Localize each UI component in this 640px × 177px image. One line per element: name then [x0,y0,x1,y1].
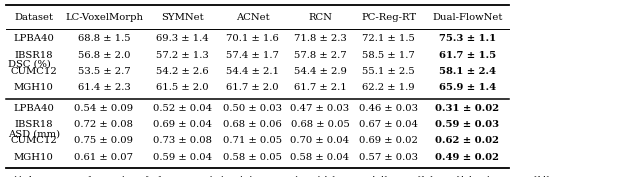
Text: RCN: RCN [308,13,332,22]
Text: 0.75 ± 0.09: 0.75 ± 0.09 [74,136,134,145]
Text: 0.31 ± 0.02: 0.31 ± 0.02 [435,104,499,113]
Text: 56.8 ± 2.0: 56.8 ± 2.0 [77,51,131,59]
Text: 54.2 ± 2.6: 54.2 ± 2.6 [156,67,209,76]
Text: 61.5 ± 2.0: 61.5 ± 2.0 [156,83,209,92]
Text: 61.4 ± 2.3: 61.4 ± 2.3 [77,83,131,92]
Text: 55.1 ± 2.5: 55.1 ± 2.5 [362,67,415,76]
Text: 0.58 ± 0.05: 0.58 ± 0.05 [223,153,282,162]
Text: MGH10: MGH10 [13,83,54,92]
Text: 0.68 ± 0.05: 0.68 ± 0.05 [291,120,349,129]
Text: 0.57 ± 0.03: 0.57 ± 0.03 [359,153,419,162]
Text: 65.9 ± 1.4: 65.9 ± 1.4 [438,83,496,92]
Text: 70.1 ± 1.6: 70.1 ± 1.6 [227,34,279,43]
Text: 71.8 ± 2.3: 71.8 ± 2.3 [294,34,346,43]
Text: 0.59 ± 0.03: 0.59 ± 0.03 [435,120,499,129]
Text: 54.4 ± 2.9: 54.4 ± 2.9 [294,67,346,76]
Text: 68.8 ± 1.5: 68.8 ± 1.5 [77,34,131,43]
Text: 0.49 ± 0.02: 0.49 ± 0.02 [435,153,499,162]
Text: 0.50 ± 0.03: 0.50 ± 0.03 [223,104,282,113]
Text: 57.8 ± 2.7: 57.8 ± 2.7 [294,51,346,59]
Text: 62.2 ± 1.9: 62.2 ± 1.9 [362,83,415,92]
Text: ACNet: ACNet [236,13,269,22]
Text: 0.68 ± 0.06: 0.68 ± 0.06 [223,120,282,129]
Text: 0.69 ± 0.04: 0.69 ± 0.04 [153,120,212,129]
Text: Dataset: Dataset [14,13,53,22]
Text: 0.54 ± 0.09: 0.54 ± 0.09 [74,104,134,113]
Text: 58.5 ± 1.7: 58.5 ± 1.7 [362,51,415,59]
Text: 0.61 ± 0.07: 0.61 ± 0.07 [74,153,134,162]
Text: 75.3 ± 1.1: 75.3 ± 1.1 [438,34,496,43]
Text: 0.46 ± 0.03: 0.46 ± 0.03 [359,104,419,113]
Text: 57.4 ± 1.7: 57.4 ± 1.7 [227,51,279,59]
Text: 0.70 ± 0.04: 0.70 ± 0.04 [291,136,349,145]
Text: LPBA40: LPBA40 [13,34,54,43]
Text: 0.52 ± 0.04: 0.52 ± 0.04 [153,104,212,113]
Text: 57.2 ± 1.3: 57.2 ± 1.3 [156,51,209,59]
Text: 61.7 ± 2.1: 61.7 ± 2.1 [294,83,346,92]
Text: ASD (mm): ASD (mm) [8,129,60,138]
Text: 0.47 ± 0.03: 0.47 ± 0.03 [291,104,349,113]
Text: SYMNet: SYMNet [161,13,204,22]
Text: 0.58 ± 0.04: 0.58 ± 0.04 [291,153,349,162]
Text: 69.3 ± 1.4: 69.3 ± 1.4 [156,34,209,43]
Text: MGH10: MGH10 [13,153,54,162]
Text: PC-Reg-RT: PC-Reg-RT [361,13,417,22]
Text: 72.1 ± 1.5: 72.1 ± 1.5 [362,34,415,43]
Text: CUMC12: CUMC12 [10,67,57,76]
Text: Table 1. Comparison of DSC and ASD for five SOTA methods including LC-VoxelMorph: Table 1. Comparison of DSC and ASD for f… [6,176,552,177]
Text: IBSR18: IBSR18 [14,51,53,59]
Text: 0.69 ± 0.02: 0.69 ± 0.02 [360,136,418,145]
Text: 0.73 ± 0.08: 0.73 ± 0.08 [153,136,212,145]
Text: 58.1 ± 2.4: 58.1 ± 2.4 [438,67,496,76]
Text: CUMC12: CUMC12 [10,136,57,145]
Text: 0.59 ± 0.04: 0.59 ± 0.04 [153,153,212,162]
Text: LPBA40: LPBA40 [13,104,54,113]
Text: 0.62 ± 0.02: 0.62 ± 0.02 [435,136,499,145]
Text: 0.67 ± 0.04: 0.67 ± 0.04 [359,120,419,129]
Text: 61.7 ± 1.5: 61.7 ± 1.5 [438,51,496,59]
Text: 53.5 ± 2.7: 53.5 ± 2.7 [77,67,131,76]
Text: 54.4 ± 2.1: 54.4 ± 2.1 [227,67,279,76]
Text: 0.71 ± 0.05: 0.71 ± 0.05 [223,136,282,145]
Text: 61.7 ± 2.0: 61.7 ± 2.0 [227,83,279,92]
Text: LC-VoxelMorph: LC-VoxelMorph [65,13,143,22]
Text: IBSR18: IBSR18 [14,120,53,129]
Text: DSC (%): DSC (%) [8,59,51,68]
Text: 0.72 ± 0.08: 0.72 ± 0.08 [74,120,134,129]
Text: Dual-FlowNet: Dual-FlowNet [432,13,502,22]
